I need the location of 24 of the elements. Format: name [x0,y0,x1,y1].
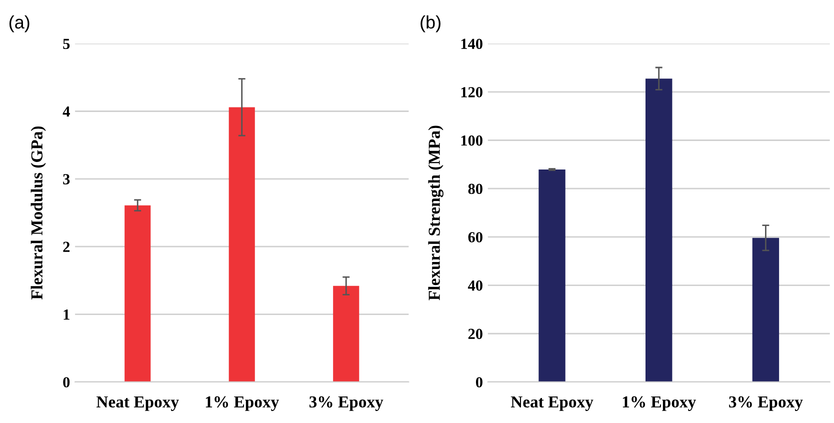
x-tick-label: 3% Epoxy [729,396,803,411]
y-tick-label: 20 [468,328,482,340]
y-tick-label: 5 [63,38,70,50]
y-tick-label: 120 [461,87,482,98]
y-tick-label: 2 [63,242,70,252]
y-tick-label: 80 [468,184,482,194]
y-tick-label: 140 [461,38,482,50]
x-tick-label: 1% Epoxy [206,396,279,411]
y-axis-title: Flexural Strength (MPa) [428,126,444,300]
chart-title: (a) [9,15,30,32]
y-tick-label: 40 [468,280,482,291]
y-tick-label: 1 [64,310,70,320]
y-tick-label: 4 [62,106,70,117]
x-tick-label: 1% Epoxy [622,396,696,411]
chart-title: (b) [420,15,440,32]
x-tick-label: 3% Epoxy [309,396,384,411]
x-tick-label: Neat Epoxy [96,396,179,411]
y-tick-label: 0 [63,377,70,388]
y-tick-label: 100 [461,135,482,146]
y-tick-label: 60 [468,232,482,242]
y-tick-label: 0 [476,377,482,388]
y-tick-label: 3 [63,174,70,184]
x-tick-label: Neat Epoxy [510,396,594,411]
y-axis-title: Flexural Modulus (GPa) [30,126,46,300]
